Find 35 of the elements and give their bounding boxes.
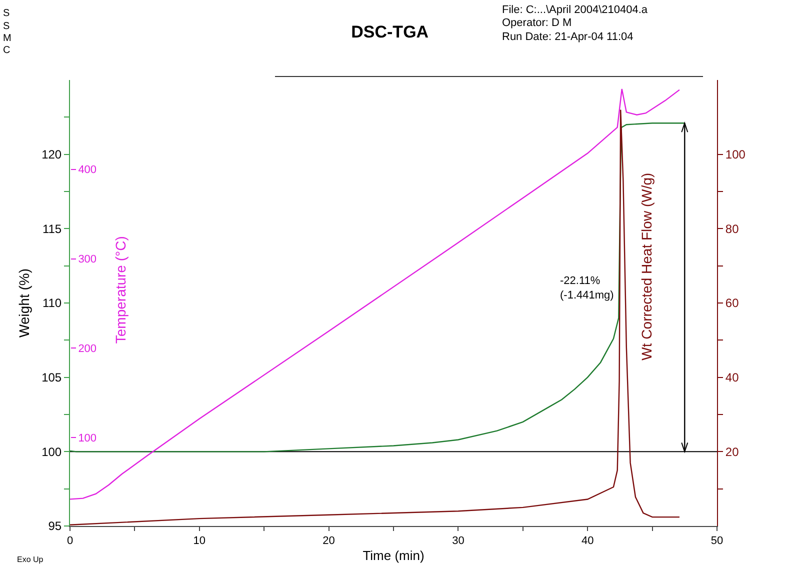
y2-axis-title: Temperature (°C) (112, 236, 128, 344)
y-tick-label: 110 (42, 296, 62, 310)
y2-tick-label: 200 (78, 342, 97, 355)
text: Operator: D M (502, 17, 572, 29)
y3-tick-label: 100 (725, 148, 746, 162)
text: M (3, 33, 12, 44)
text: Run Date: 21-Apr-04 11:04 (502, 31, 634, 43)
y-tick-label: 100 (42, 444, 62, 459)
y-tick-label: 105 (42, 370, 62, 385)
y2-tick-label: 100 (78, 432, 97, 444)
x-tick-label: 20 (322, 535, 335, 548)
text: C (3, 45, 10, 56)
y-axis-title: Weight (%) (16, 268, 32, 338)
y-tick-label: 115 (42, 222, 62, 236)
y2-tick-label: 300 (78, 254, 97, 266)
text: File: C:...\April 2004\210404.a (502, 4, 648, 16)
text: S (3, 8, 10, 19)
y-tick-label: 120 (42, 148, 62, 162)
x-tick-label: 40 (581, 535, 594, 548)
y3-tick-label: 80 (725, 222, 740, 236)
x-tick-label: 30 (452, 535, 464, 548)
y3-tick-label: 40 (725, 370, 740, 385)
annotation: -22.11% (-1.441mg) (560, 275, 614, 302)
text: S (3, 21, 10, 32)
y3-axis-title: Wt Corrected Heat Flow (W/g) (638, 172, 655, 360)
y3-tick-label: 60 (725, 296, 740, 310)
y3-tick-label: 20 (725, 444, 740, 459)
x-tick-label: 50 (710, 535, 724, 548)
x-tick-label: 10 (193, 535, 206, 548)
y2-tick-label: 400 (78, 164, 97, 176)
text: Exo Up (17, 555, 44, 564)
x-tick-label: 0 (66, 535, 74, 548)
y-tick-label: 95 (48, 519, 62, 534)
x-axis-title: Time (min) (362, 548, 424, 563)
chart-title: DSC-TGA (351, 22, 429, 42)
